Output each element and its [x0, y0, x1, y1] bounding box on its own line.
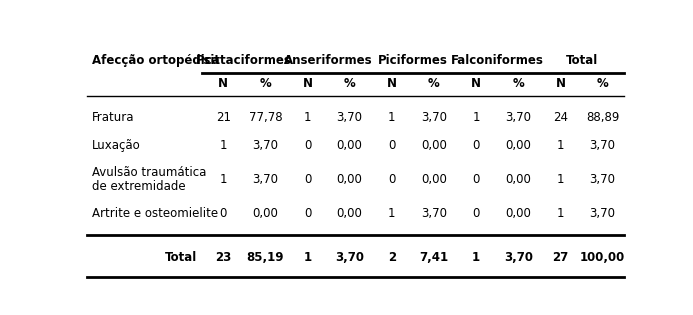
Text: 0,00: 0,00	[421, 139, 447, 152]
Text: 3,70: 3,70	[590, 207, 615, 220]
Text: 1: 1	[556, 207, 564, 220]
Text: 3,70: 3,70	[421, 111, 447, 124]
Text: N: N	[218, 77, 228, 90]
Text: 7,41: 7,41	[419, 251, 448, 264]
Text: 0,00: 0,00	[337, 207, 362, 220]
Text: Falconiformes: Falconiformes	[450, 54, 543, 67]
Text: 1: 1	[388, 207, 396, 220]
Text: 3,70: 3,70	[252, 173, 279, 186]
Text: Total: Total	[164, 251, 197, 264]
Text: %: %	[428, 77, 440, 90]
Text: Avulsão traumática: Avulsão traumática	[92, 166, 207, 179]
Text: 88,89: 88,89	[586, 111, 620, 124]
Text: Anseriformes: Anseriformes	[284, 54, 373, 67]
Text: 85,19: 85,19	[247, 251, 284, 264]
Text: 0,00: 0,00	[505, 173, 532, 186]
Text: 3,70: 3,70	[590, 139, 615, 152]
Text: 0,00: 0,00	[337, 173, 362, 186]
Text: 0: 0	[473, 139, 480, 152]
Text: 0,00: 0,00	[421, 173, 447, 186]
Text: Luxação: Luxação	[92, 139, 141, 152]
Text: Fratura: Fratura	[92, 111, 134, 124]
Text: N: N	[556, 77, 565, 90]
Text: Piciformes: Piciformes	[378, 54, 448, 67]
Text: N: N	[303, 77, 313, 90]
Text: 0,00: 0,00	[337, 139, 362, 152]
Text: %: %	[259, 77, 271, 90]
Text: 1: 1	[220, 173, 227, 186]
Text: %: %	[344, 77, 356, 90]
Text: 27: 27	[552, 251, 568, 264]
Text: Afecção ortopédica: Afecção ortopédica	[92, 54, 220, 67]
Text: 1: 1	[304, 251, 312, 264]
Text: 21: 21	[216, 111, 231, 124]
Text: 1: 1	[304, 111, 311, 124]
Text: 0: 0	[388, 139, 396, 152]
Text: 3,70: 3,70	[337, 111, 362, 124]
Text: 3,70: 3,70	[421, 207, 447, 220]
Text: N: N	[387, 77, 397, 90]
Text: 0: 0	[304, 139, 311, 152]
Text: 1: 1	[388, 111, 396, 124]
Text: 0,00: 0,00	[505, 207, 532, 220]
Text: 0: 0	[388, 173, 396, 186]
Text: 1: 1	[556, 173, 564, 186]
Text: 3,70: 3,70	[505, 111, 532, 124]
Text: 0,00: 0,00	[505, 139, 532, 152]
Text: 0,00: 0,00	[252, 207, 279, 220]
Text: 0: 0	[304, 207, 311, 220]
Text: 24: 24	[553, 111, 568, 124]
Text: 0: 0	[473, 207, 480, 220]
Text: 3,70: 3,70	[504, 251, 533, 264]
Text: 0: 0	[473, 173, 480, 186]
Text: N: N	[471, 77, 481, 90]
Text: 77,78: 77,78	[249, 111, 282, 124]
Text: 3,70: 3,70	[335, 251, 364, 264]
Text: 0: 0	[304, 173, 311, 186]
Text: Psittaciformes: Psittaciformes	[196, 54, 292, 67]
Text: 1: 1	[472, 251, 480, 264]
Text: 1: 1	[473, 111, 480, 124]
Text: 100,00: 100,00	[580, 251, 625, 264]
Text: %: %	[512, 77, 524, 90]
Text: %: %	[597, 77, 608, 90]
Text: Total: Total	[565, 54, 597, 67]
Text: Artrite e osteomielite: Artrite e osteomielite	[92, 207, 218, 220]
Text: 1: 1	[556, 139, 564, 152]
Text: 23: 23	[215, 251, 231, 264]
Text: 2: 2	[388, 251, 396, 264]
Text: de extremidade: de extremidade	[92, 180, 186, 193]
Text: 3,70: 3,70	[590, 173, 615, 186]
Text: 0: 0	[220, 207, 227, 220]
Text: 3,70: 3,70	[252, 139, 279, 152]
Text: 1: 1	[220, 139, 227, 152]
